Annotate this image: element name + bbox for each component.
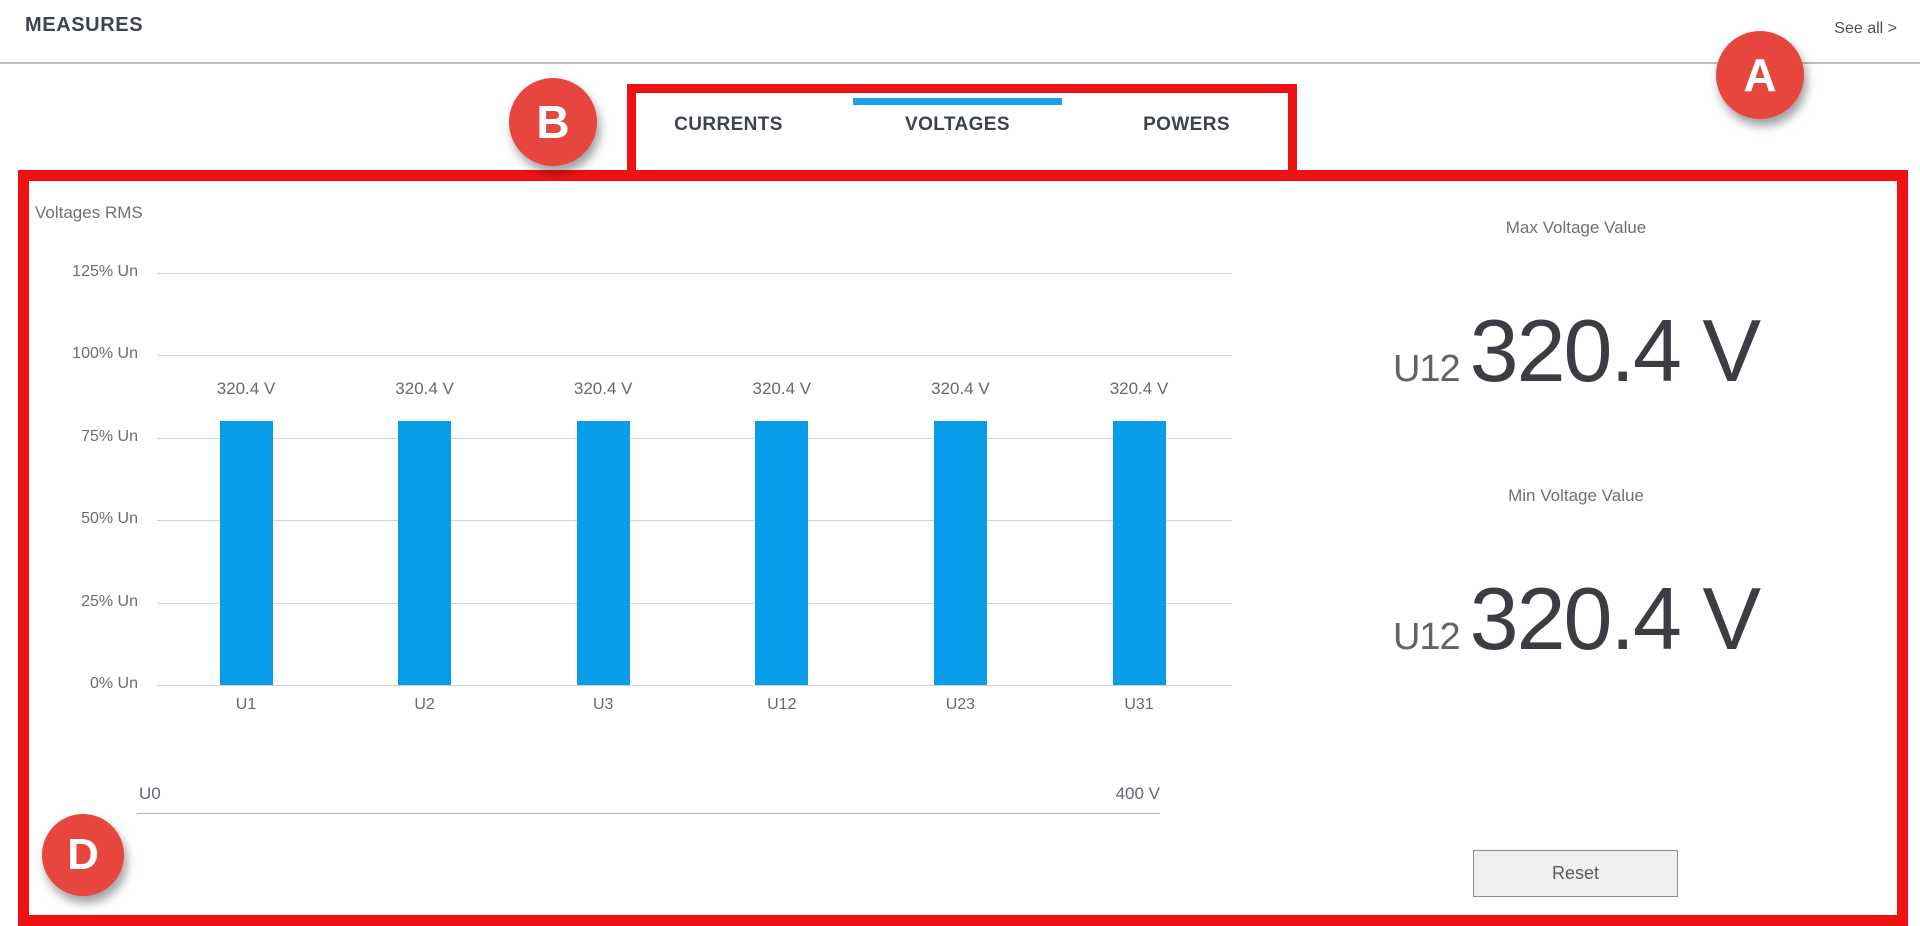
see-all-link[interactable]: See all > xyxy=(1834,20,1897,37)
measures-tab-bar: CURRENTS VOLTAGES POWERS xyxy=(624,95,1291,161)
page-title: MEASURES xyxy=(25,14,144,36)
tab-powers[interactable]: POWERS xyxy=(1082,95,1291,157)
y-axis-tick-label: 25% Un xyxy=(81,592,138,610)
tab-label: VOLTAGES xyxy=(905,114,1010,135)
tab-label: POWERS xyxy=(1143,114,1230,135)
bar-U2 xyxy=(398,420,452,685)
chart-title: Voltages RMS xyxy=(35,203,143,222)
bar-value-label: 320.4 V xyxy=(395,378,454,398)
bar-value-label: 320.4 V xyxy=(752,378,812,398)
bar-U3 xyxy=(576,420,630,685)
x-axis-category-label: U12 xyxy=(767,696,797,713)
annotation-circle-d: D xyxy=(42,814,124,896)
min-voltage-title: Min Voltage Value xyxy=(1508,486,1644,505)
min-voltage-value: 320.4 V xyxy=(1469,569,1761,668)
bar-U1 xyxy=(219,420,273,685)
x-axis-category-label: U2 xyxy=(414,696,435,713)
tab-voltages[interactable]: VOLTAGES xyxy=(853,95,1062,157)
max-voltage-channel: U12 xyxy=(1392,348,1461,390)
y-axis-tick-label: 0% Un xyxy=(89,675,138,692)
y-axis-tick-label: 100% Un xyxy=(72,345,138,363)
u0-gauge-label: U0 xyxy=(139,784,161,803)
x-axis-category-label: U31 xyxy=(1124,696,1154,713)
annotation-circle-b: B xyxy=(509,78,597,166)
max-voltage-readout: U12 320.4 V xyxy=(1346,300,1806,420)
y-axis-tick-label: 75% Un xyxy=(81,427,138,445)
bar-U31 xyxy=(1112,420,1166,685)
bar-U23 xyxy=(933,420,987,685)
min-voltage-readout: U12 320.4 V xyxy=(1346,568,1806,688)
u0-gauge-track xyxy=(137,813,1160,814)
gridline-25pct xyxy=(157,602,1232,604)
gridline-0pct xyxy=(157,685,1232,686)
y-axis-tick-label: 125% Un xyxy=(72,263,138,280)
min-voltage-channel: U12 xyxy=(1392,616,1461,658)
y-axis-tick-label: 50% Un xyxy=(81,510,138,528)
x-axis-category-label: U1 xyxy=(235,696,257,713)
x-axis-category-label: U3 xyxy=(592,696,614,713)
bar-value-label: 320.4 V xyxy=(573,378,633,398)
bar-U12 xyxy=(755,420,809,685)
gridline-125pct xyxy=(157,273,1232,274)
u0-gauge-max-value: 400 V xyxy=(1115,784,1160,803)
gridline-100pct xyxy=(157,355,1232,357)
reset-button[interactable]: Reset xyxy=(1473,850,1678,897)
max-voltage-title: Max Voltage Value xyxy=(1505,218,1647,237)
annotation-circle-a: A xyxy=(1716,31,1804,119)
tab-currents[interactable]: CURRENTS xyxy=(624,95,833,157)
tab-label: CURRENTS xyxy=(674,114,783,135)
gridline-75pct xyxy=(157,437,1232,439)
bar-value-label: 320.4 V xyxy=(1109,378,1169,398)
gridline-50pct xyxy=(157,520,1232,522)
x-axis-category-label: U23 xyxy=(945,696,976,713)
header-divider xyxy=(0,62,1920,64)
max-voltage-value: 320.4 V xyxy=(1469,301,1761,400)
active-tab-indicator xyxy=(853,98,1062,105)
bar-value-label: 320.4 V xyxy=(216,378,276,398)
bar-value-label: 320.4 V xyxy=(931,378,990,398)
